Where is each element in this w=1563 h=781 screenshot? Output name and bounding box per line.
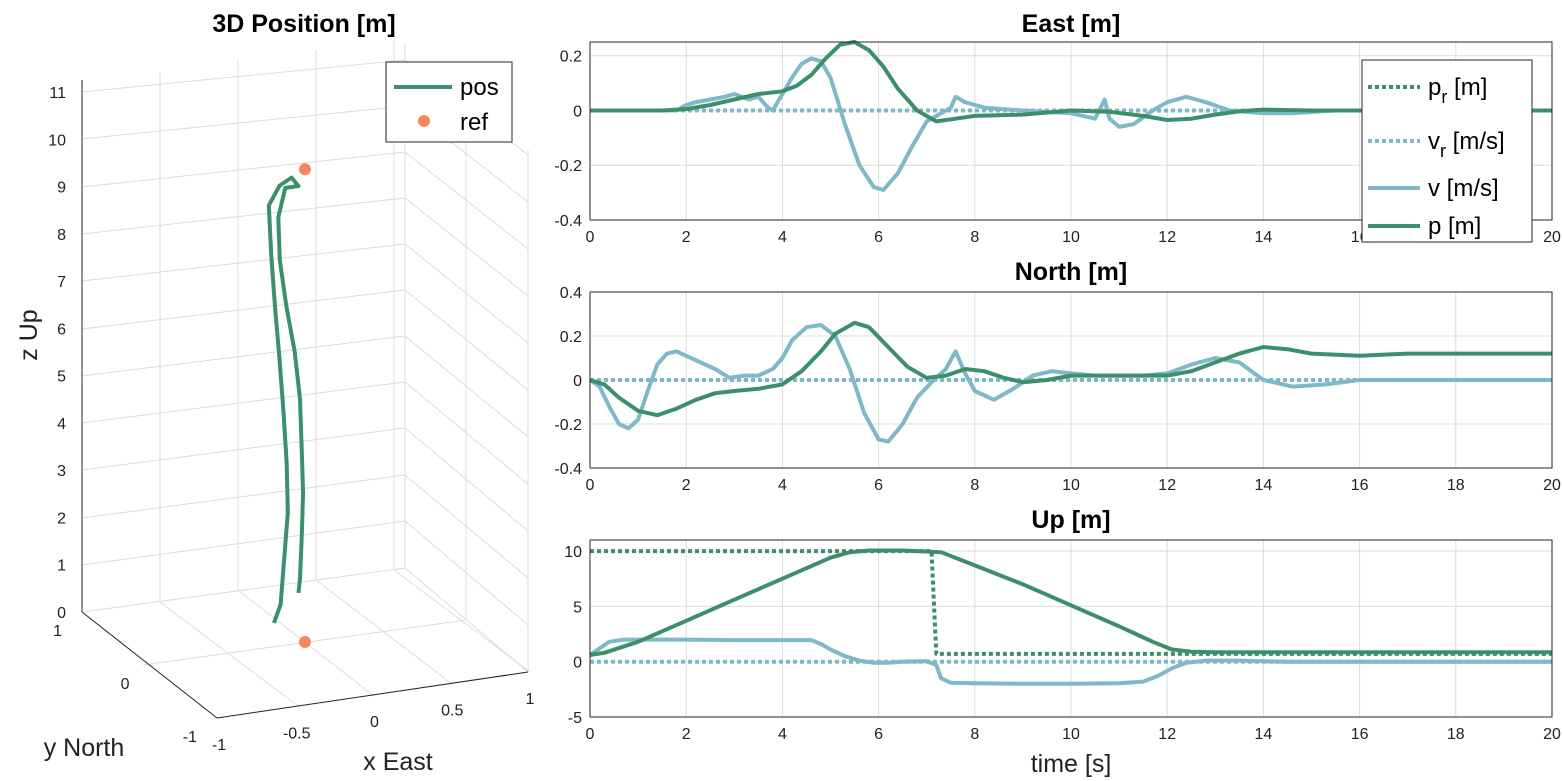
- pos3d-xtick-label: 0.5: [441, 703, 463, 720]
- north-title: North [m]: [1015, 258, 1127, 286]
- east-xtick-label: 20: [1543, 229, 1561, 246]
- pos3d-ztick-label: 7: [57, 274, 66, 291]
- north-xtick-label: 6: [874, 477, 883, 494]
- pos3d-zlabel: z Up: [15, 309, 43, 360]
- pos3d-xtick-label: -0.5: [283, 726, 311, 743]
- north-ytick-label: 0.4: [560, 285, 582, 302]
- north-xtick-label: 2: [682, 477, 691, 494]
- pos3d-ytick-label: 1: [53, 623, 62, 640]
- east-xtick-label: 14: [1255, 229, 1273, 246]
- up-ytick-label: 0: [573, 655, 582, 672]
- east-series-solid-v: [590, 56, 1552, 192]
- north-xtick-label: 14: [1255, 477, 1273, 494]
- legend-ref-label: ref: [460, 109, 488, 136]
- up-xtick-label: 10: [1062, 726, 1080, 743]
- east-legend: [1361, 59, 1533, 243]
- north-xtick-label: 20: [1543, 477, 1561, 494]
- time-xlabel: time [s]: [1031, 750, 1112, 778]
- pos3d-ylabel: y North: [44, 734, 125, 762]
- pos3d-xtick-label: 1: [526, 691, 535, 708]
- legend-p-label: p [m]: [1428, 213, 1481, 240]
- pos3d-ref-marker: [299, 163, 311, 176]
- north-ytick-label: 0.2: [560, 329, 582, 346]
- east-ytick-label: 0.2: [560, 49, 582, 66]
- north-xtick-label: 10: [1062, 477, 1080, 494]
- north-axes-frame: [589, 291, 1553, 469]
- up-xtick-label: 6: [874, 726, 883, 743]
- east-ytick-label: -0.2: [554, 158, 582, 175]
- east-xtick-label: 10: [1062, 229, 1080, 246]
- pos3d-ztick-label: 4: [57, 416, 66, 433]
- pos3d-ref-marker: [299, 636, 311, 648]
- east-axes-frame: [589, 41, 1553, 221]
- up-ytick-label: 5: [573, 599, 582, 616]
- pos3d-ztick-label: 2: [57, 510, 66, 527]
- east-series-solid-p: [590, 40, 1552, 124]
- up-xtick-label: 2: [682, 726, 691, 743]
- pos3d-title: 3D Position [m]: [212, 10, 395, 38]
- up-series-solid-p: [589, 548, 1552, 657]
- pos3d-ztick-label: 0: [57, 605, 66, 622]
- up-title: Up [m]: [1031, 506, 1110, 534]
- 3d-back-wall-grid: [81, 40, 406, 613]
- up-xtick-label: 18: [1447, 726, 1465, 743]
- east-xtick-label: 6: [874, 229, 883, 246]
- north-ytick-label: 0: [573, 373, 582, 390]
- pos3d-ztick-label: 5: [57, 369, 66, 386]
- east-xtick-label: 2: [682, 229, 691, 246]
- pos3d-trajectory: [266, 175, 306, 624]
- north-xtick-label: 18: [1447, 477, 1465, 494]
- north-xtick-label: 12: [1158, 477, 1176, 494]
- east-title: East [m]: [1022, 10, 1121, 38]
- north-ytick-label: -0.2: [554, 417, 582, 434]
- pos3d-ztick-label: 3: [57, 463, 66, 480]
- up-xtick-label: 20: [1543, 726, 1561, 743]
- up-series-solid-v: [588, 637, 1552, 686]
- up-xtick-label: 14: [1255, 726, 1273, 743]
- north-xtick-label: 4: [778, 477, 787, 494]
- legend-v-label: v [m/s]: [1428, 175, 1499, 202]
- pos3d-ytick-label: 0: [121, 676, 130, 693]
- east-xtick-label: 4: [778, 229, 787, 246]
- north-series-solid-p: [589, 320, 1552, 418]
- up-axes-frame: [589, 539, 1553, 718]
- north-series-solid-v: [588, 323, 1552, 444]
- up-xtick-label: 0: [586, 726, 595, 743]
- pos3d-ztick-label: 11: [49, 85, 66, 102]
- pos3d-ytick-label: -1: [183, 729, 197, 746]
- pos3d-legend: [385, 61, 513, 143]
- pos3d-ztick-label: 9: [57, 180, 66, 197]
- up-ytick-label: 10: [564, 544, 582, 561]
- pos3d-ztick-label: 1: [57, 558, 66, 575]
- north-axes: 0 2 4 6 8 10 12 14 16 18 20 -0.4 -0.2 0 0.2 0.4: [554, 285, 1561, 494]
- east-xtick-label: 8: [970, 229, 979, 246]
- legend-pos-label: pos: [460, 74, 499, 101]
- up-ytick-label: -5: [568, 710, 582, 727]
- east-xtick-label: 0: [586, 229, 595, 246]
- up-xtick-label: 4: [778, 726, 787, 743]
- pos3d-ztick-label: 6: [57, 321, 66, 338]
- north-xtick-label: 8: [970, 477, 979, 494]
- pos3d-ztick-label: 8: [57, 227, 66, 244]
- up-xtick-label: 8: [970, 726, 979, 743]
- pos3d-xtick-label: 0: [370, 714, 379, 731]
- 3d-side-wall-grid: [404, 59, 529, 673]
- east-ytick-label: 0: [573, 103, 582, 120]
- north-ytick-label: -0.4: [554, 461, 582, 478]
- pos3d-xtick-label: -1: [212, 737, 226, 754]
- north-xtick-label: 16: [1351, 477, 1369, 494]
- north-xtick-label: 0: [586, 477, 595, 494]
- pos3d-ztick-label: 10: [48, 132, 66, 149]
- east-xtick-label: 12: [1158, 229, 1176, 246]
- up-xtick-label: 16: [1351, 726, 1369, 743]
- pos3d-xlabel: x East: [363, 748, 433, 776]
- up-xtick-label: 12: [1158, 726, 1176, 743]
- east-ytick-label: -0.4: [554, 213, 582, 230]
